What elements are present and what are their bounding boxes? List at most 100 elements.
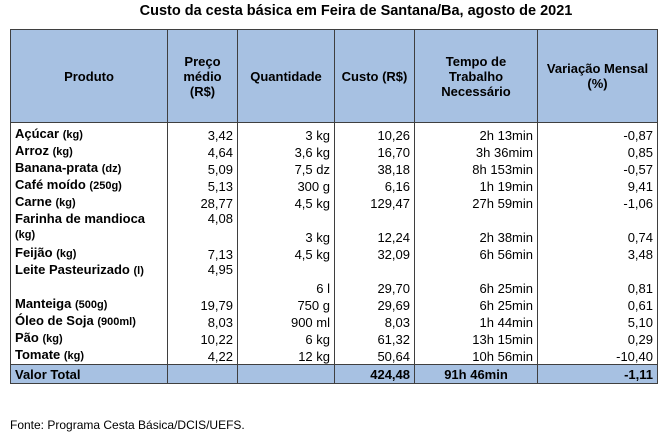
product-unit: (250g): [89, 180, 122, 192]
cell-variacao: 3,48: [537, 245, 658, 262]
product-name: Açúcar: [15, 126, 60, 141]
table-row: Café moído (250g) 5,13 300 g 6,16 1h 19min 9,…: [10, 177, 658, 194]
cell-tempo: 1h 19min: [414, 177, 538, 194]
header-custo: Custo (R$): [334, 29, 415, 123]
table-row: Açúcar (kg) 3,42 3 kg 10,26 2h 13min -0,87: [10, 122, 658, 143]
cell-quantidade: 3 kg: [237, 122, 335, 143]
total-tempo: 91h 46min: [414, 364, 538, 384]
cell-preco: 4,22: [167, 347, 238, 365]
table-row: Óleo de Soja (900ml) 8,03 900 ml 8,03 1h 44m…: [10, 313, 658, 330]
cell-tempo: 1h 44min: [414, 313, 538, 330]
basket-cost-table-container: Produto Preço médio (R$) Quantidade Cust…: [10, 29, 658, 384]
cell-variacao: 0,29: [537, 330, 658, 347]
cell-preco: 5,09: [167, 160, 238, 177]
total-custo: 424,48: [334, 364, 415, 384]
cell-tempo: 6h 25min: [414, 262, 538, 296]
cell-tempo: 6h 56min: [414, 245, 538, 262]
cell-produto: Leite Pasteurizado (l): [10, 262, 168, 296]
cell-variacao: 5,10: [537, 313, 658, 330]
product-name: Tomate: [15, 347, 61, 362]
table-body: Açúcar (kg) 3,42 3 kg 10,26 2h 13min -0,87 Arr…: [10, 122, 658, 384]
header-variacao: Variação Mensal (%): [537, 29, 658, 123]
product-name: Carne: [15, 194, 52, 209]
cell-quantidade: 900 ml: [237, 313, 335, 330]
cell-custo: 129,47: [334, 194, 415, 211]
table-row: Carne (kg) 28,77 4,5 kg 129,47 27h 59min -1,0…: [10, 194, 658, 211]
header-tempo: Tempo de Trabalho Necessário: [414, 29, 538, 123]
cell-quantidade: 6 l: [237, 262, 335, 296]
table-row: Arroz (kg) 4,64 3,6 kg 16,70 3h 36mim 0,85: [10, 143, 658, 160]
product-unit: (kg): [55, 197, 76, 209]
product-name: Óleo de Soja: [15, 313, 94, 328]
cell-quantidade: 3,6 kg: [237, 143, 335, 160]
total-label: Valor Total: [10, 364, 168, 384]
cell-variacao: 0,61: [537, 296, 658, 313]
total-preco: [167, 364, 238, 384]
cell-produto: Manteiga (500g): [10, 296, 168, 313]
header-quantidade: Quantidade: [237, 29, 335, 123]
cell-variacao: 0,85: [537, 143, 658, 160]
cell-preco: 28,77: [167, 194, 238, 211]
cell-quantidade: 4,5 kg: [237, 194, 335, 211]
header-produto: Produto: [10, 29, 168, 123]
cell-produto: Carne (kg): [10, 194, 168, 211]
cell-produto: Feijão (kg): [10, 245, 168, 262]
table-row: Manteiga (500g) 19,79 750 g 29,69 6h 25min 0,…: [10, 296, 658, 313]
cell-preco: 7,13: [167, 245, 238, 262]
cell-variacao: 0,74: [537, 211, 658, 245]
header-preco: Preço médio (R$): [167, 29, 238, 123]
cell-custo: 50,64: [334, 347, 415, 365]
product-unit: (dz): [101, 163, 122, 175]
product-name: Leite Pasteurizado: [15, 262, 130, 277]
product-name: Café moído: [15, 177, 86, 192]
cell-preco: 8,03: [167, 313, 238, 330]
product-unit: (500g): [74, 299, 108, 311]
table-row: Tomate (kg) 4,22 12 kg 50,64 10h 56min -10,40: [10, 347, 658, 365]
cell-custo: 29,70: [334, 262, 415, 296]
cell-custo: 61,32: [334, 330, 415, 347]
basket-cost-table: Produto Preço médio (R$) Quantidade Cust…: [10, 29, 658, 384]
cell-variacao: 9,41: [537, 177, 658, 194]
product-name: Farinha de mandioca: [15, 211, 146, 226]
cell-quantidade: 7,5 dz: [237, 160, 335, 177]
cell-produto: Café moído (250g): [10, 177, 168, 194]
cell-tempo: 27h 59min: [414, 194, 538, 211]
cell-tempo: 6h 25min: [414, 296, 538, 313]
cell-quantidade: 6 kg: [237, 330, 335, 347]
cell-preco: 4,95: [167, 262, 238, 296]
cell-tempo: 2h 38min: [414, 211, 538, 245]
cell-custo: 32,09: [334, 245, 415, 262]
cell-tempo: 2h 13min: [414, 122, 538, 143]
cell-custo: 12,24: [334, 211, 415, 245]
cell-produto: Tomate (kg): [10, 347, 168, 365]
table-row: Farinha de mandioca (kg) 4,08 3 kg 12,24 2h …: [10, 211, 658, 245]
source-note: Fonte: Programa Cesta Básica/DCIS/UEFS.: [10, 418, 245, 432]
product-unit: (kg): [52, 146, 73, 158]
product-name: Feijão: [15, 245, 53, 260]
cell-preco: 3,42: [167, 122, 238, 143]
total-variacao: -1,11: [537, 364, 658, 384]
cell-preco: 10,22: [167, 330, 238, 347]
product-name: Pão: [15, 330, 39, 345]
product-unit: (kg): [63, 350, 85, 362]
header-row: Produto Preço médio (R$) Quantidade Cust…: [10, 29, 658, 123]
cell-variacao: -0,57: [537, 160, 658, 177]
table-row: Pão (kg) 10,22 6 kg 61,32 13h 15min 0,29: [10, 330, 658, 347]
cell-custo: 8,03: [334, 313, 415, 330]
cell-variacao: -1,06: [537, 194, 658, 211]
product-unit: (kg): [56, 248, 77, 260]
cell-custo: 6,16: [334, 177, 415, 194]
cell-quantidade: 3 kg: [237, 211, 335, 245]
cell-quantidade: 300 g: [237, 177, 335, 194]
cell-produto: Arroz (kg): [10, 143, 168, 160]
cell-produto: Pão (kg): [10, 330, 168, 347]
product-name: Arroz: [15, 143, 49, 158]
cell-quantidade: 4,5 kg: [237, 245, 335, 262]
cell-preco: 5,13: [167, 177, 238, 194]
cell-custo: 29,69: [334, 296, 415, 313]
total-row: Valor Total 424,48 91h 46min -1,11: [10, 364, 658, 384]
cell-produto: Farinha de mandioca (kg): [10, 211, 168, 245]
cell-preco: 19,79: [167, 296, 238, 313]
product-unit: (l): [133, 265, 144, 277]
cell-tempo: 8h 153min: [414, 160, 538, 177]
